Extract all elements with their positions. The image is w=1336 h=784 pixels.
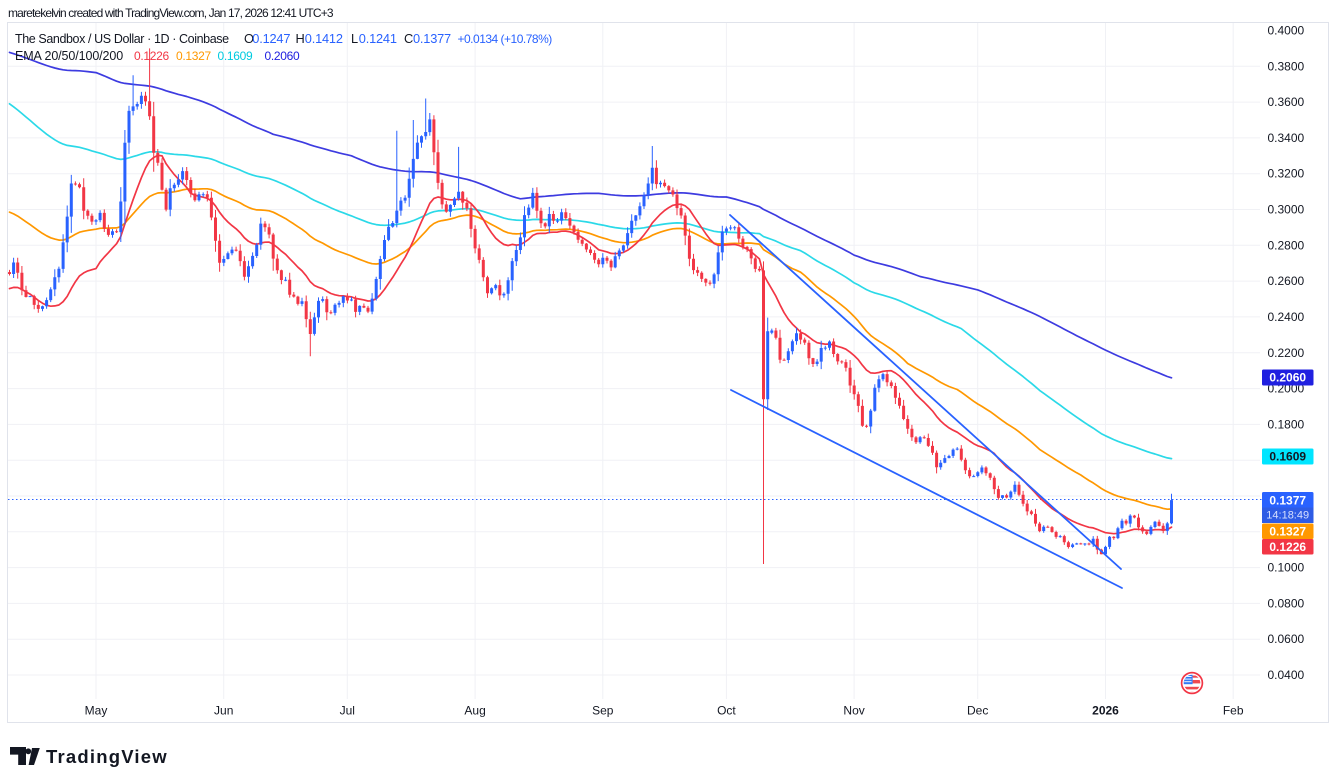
svg-text:0.1327: 0.1327 [1269,525,1306,539]
svg-text:The Sandbox / US Dollar · 1D ·: The Sandbox / US Dollar · 1D · Coinbase [15,32,229,46]
svg-text:0.1247: 0.1247 [252,31,290,46]
svg-text:L: L [351,31,358,46]
svg-text:Dec: Dec [967,704,988,718]
svg-text:+0.0134 (+10.78%): +0.0134 (+10.78%) [458,32,553,46]
svg-text:0.3800: 0.3800 [1268,59,1305,73]
svg-text:O: O [244,31,254,46]
svg-text:0.4000: 0.4000 [1268,24,1305,38]
svg-text:Oct: Oct [717,704,736,718]
svg-text:Sep: Sep [592,704,614,718]
svg-text:EMA 20/50/100/200: EMA 20/50/100/200 [15,49,123,63]
svg-text:0.1609: 0.1609 [1269,450,1306,464]
svg-text:0.2400: 0.2400 [1268,310,1305,324]
svg-text:0.1241: 0.1241 [359,31,397,46]
svg-text:H: H [296,31,305,46]
svg-text:Jun: Jun [214,704,233,718]
svg-text:2026: 2026 [1092,704,1119,718]
svg-text:0.1377: 0.1377 [1269,494,1306,508]
svg-text:0.2800: 0.2800 [1268,238,1305,252]
svg-text:0.1000: 0.1000 [1268,561,1305,575]
svg-text:0.1609: 0.1609 [218,49,254,63]
svg-text:0.2200: 0.2200 [1268,346,1305,360]
svg-text:Aug: Aug [464,704,485,718]
svg-text:0.1800: 0.1800 [1268,417,1305,431]
svg-text:0.0400: 0.0400 [1268,668,1305,682]
svg-text:Jul: Jul [340,704,355,718]
svg-text:0.2600: 0.2600 [1268,274,1305,288]
svg-text:0.0800: 0.0800 [1268,596,1305,610]
svg-text:14:18:49: 14:18:49 [1266,510,1309,522]
svg-text:0.1226: 0.1226 [134,49,170,63]
svg-text:0.1412: 0.1412 [305,31,343,46]
svg-text:0.1327: 0.1327 [176,49,212,63]
svg-text:0.2060: 0.2060 [1269,371,1306,385]
svg-text:May: May [85,704,108,718]
svg-text:Nov: Nov [843,704,864,718]
svg-text:TradingView: TradingView [46,746,168,767]
svg-text:maretekelvin created with Trad: maretekelvin created with TradingView.co… [8,6,334,20]
svg-text:0.1226: 0.1226 [1269,540,1306,554]
svg-text:0.1377: 0.1377 [413,31,451,46]
svg-text:0.3400: 0.3400 [1268,131,1305,145]
svg-text:0.2060: 0.2060 [265,49,301,63]
svg-text:0.0600: 0.0600 [1268,632,1305,646]
svg-text:Feb: Feb [1223,704,1244,718]
svg-text:0.3000: 0.3000 [1268,203,1305,217]
svg-text:0.3600: 0.3600 [1268,95,1305,109]
svg-text:C: C [404,31,413,46]
svg-text:0.3200: 0.3200 [1268,167,1305,181]
